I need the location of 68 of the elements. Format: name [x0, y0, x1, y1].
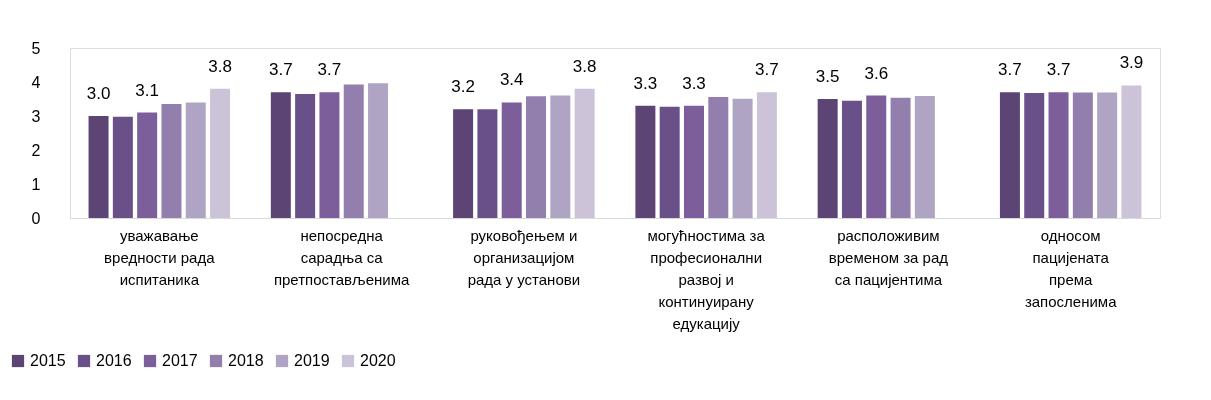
bar: [210, 88, 231, 218]
bar: [319, 92, 340, 218]
legend-label: 2017: [162, 352, 198, 369]
bar: [999, 92, 1020, 218]
x-tick-label: могућностима за професионални развој и континуирану едукацију: [647, 226, 766, 332]
x-tick-label: непосредна сарадња са претпостављенима: [273, 226, 410, 288]
data-label: 3.9: [1119, 53, 1144, 73]
bar: [1097, 92, 1118, 218]
data-label: 3.0: [86, 84, 111, 103]
bar: [708, 96, 729, 218]
x-tick-label: уважавање вредности рада испитаника: [104, 226, 216, 288]
data-label: 3.2: [451, 77, 475, 97]
data-label: 3.8: [572, 56, 597, 76]
legend-label: 2018: [228, 352, 264, 369]
bar: [756, 92, 777, 218]
bar: [683, 105, 704, 218]
y-tick-label: 4: [31, 73, 41, 91]
legend-label: 2019: [294, 352, 330, 369]
data-label: 3.7: [998, 60, 1022, 80]
bar: [501, 102, 522, 218]
y-tick-label: 2: [31, 141, 41, 159]
bar: [550, 95, 571, 218]
data-label: 3.4: [499, 70, 524, 90]
bar: [841, 100, 862, 218]
x-tick-label: руковођењем и организацијом рада у установи: [467, 226, 581, 288]
data-label: 3.7: [317, 60, 342, 80]
bar: [88, 116, 109, 218]
data-label: 3.1: [135, 80, 159, 100]
bar: [477, 109, 498, 218]
x-tick-label: односом пацијената према запосленима: [1024, 226, 1118, 310]
y-tick-label: 1: [31, 175, 41, 193]
bar: [1048, 92, 1069, 218]
bar: [112, 116, 133, 218]
data-label: 3.3: [682, 73, 706, 93]
data-label: 3.3: [633, 73, 658, 93]
bar: [574, 88, 595, 218]
bar: [1121, 85, 1142, 218]
bar: [866, 95, 887, 218]
bar: [137, 112, 158, 218]
bar: [270, 92, 291, 218]
bar: [635, 105, 656, 218]
data-label: 3.8: [208, 56, 232, 76]
bar: [368, 83, 389, 218]
bar: [526, 96, 547, 218]
legend-label: 2015: [30, 352, 66, 369]
legend-label: 2020: [360, 352, 396, 369]
bar: [817, 99, 838, 218]
bar: [732, 98, 753, 218]
bar: [295, 93, 316, 218]
bar: [1024, 92, 1045, 218]
data-label: 3.6: [864, 63, 889, 83]
bar: [161, 104, 182, 218]
data-label: 3.7: [755, 60, 779, 80]
y-tick-label: 5: [31, 39, 41, 57]
bar: [914, 95, 935, 218]
bar: [185, 102, 206, 218]
bar: [343, 84, 364, 218]
bar: [890, 97, 911, 218]
data-label: 3.5: [815, 67, 840, 86]
bar: [453, 109, 474, 218]
bar: [659, 106, 680, 218]
x-tick-label: расположивим временом за рад са пацијентима: [828, 226, 949, 288]
bar: [1072, 92, 1093, 218]
legend-label: 2016: [96, 352, 132, 369]
data-label: 3.7: [269, 60, 293, 80]
y-tick-label: 3: [31, 107, 41, 125]
y-tick-label: 0: [31, 209, 41, 227]
data-label: 3.7: [1046, 60, 1071, 80]
